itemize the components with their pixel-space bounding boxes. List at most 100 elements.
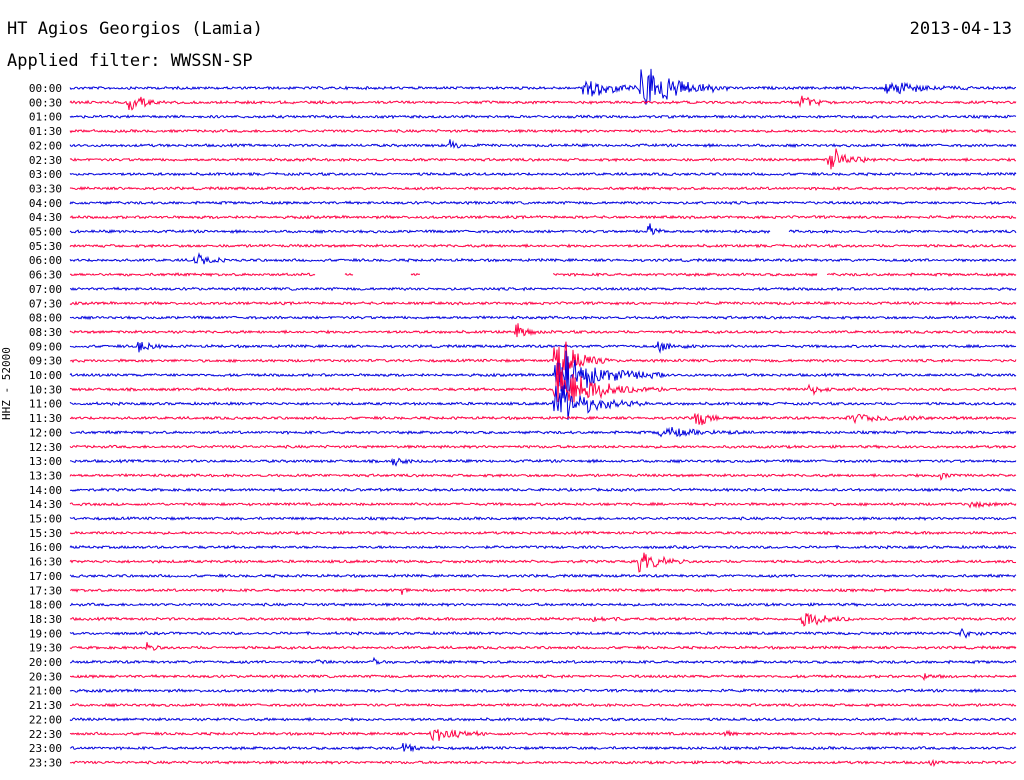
trace-row — [69, 729, 1017, 742]
row-time-label: 19:30 — [29, 642, 62, 655]
trace-row — [69, 341, 1017, 354]
trace-row — [69, 573, 1017, 579]
row-time-label: 18:00 — [29, 599, 62, 612]
trace-row — [69, 702, 1017, 708]
trace-row — [70, 673, 1017, 682]
trace-row — [69, 758, 1017, 768]
trace-row — [69, 200, 1017, 206]
row-time-label: 20:30 — [29, 670, 62, 683]
trace-row — [70, 656, 1017, 666]
trace-row — [69, 341, 1017, 383]
trace-row — [69, 114, 1017, 120]
trace-row — [69, 139, 1017, 149]
row-time-label: 09:00 — [29, 340, 62, 353]
row-time-label: 02:00 — [29, 139, 62, 152]
trace-row — [69, 286, 1017, 292]
trace-row — [69, 171, 1017, 177]
row-time-label: 11:30 — [29, 412, 62, 425]
trace-row — [69, 688, 1017, 694]
row-time-label: 10:00 — [29, 369, 62, 382]
trace-row — [69, 315, 1017, 321]
trace-row — [69, 323, 1017, 338]
trace-row — [69, 500, 1017, 509]
trace-row — [69, 602, 1017, 608]
row-time-label: 20:00 — [29, 656, 62, 669]
trace-row — [69, 252, 1017, 265]
trace-row — [69, 642, 1017, 651]
row-time-label: 01:00 — [29, 111, 62, 124]
row-time-label: 04:30 — [29, 211, 62, 224]
trace-row — [69, 350, 1017, 395]
row-time-label: 14:30 — [29, 498, 62, 511]
trace-row — [69, 128, 1017, 134]
row-time-label: 22:00 — [29, 713, 62, 726]
trace-row — [69, 385, 1017, 420]
row-time-label: 19:00 — [29, 627, 62, 640]
row-time-label: 18:30 — [29, 613, 62, 626]
plot-date: 2013-04-13 — [909, 19, 1012, 39]
row-time-label: 03:30 — [29, 182, 62, 195]
row-time-label: 21:00 — [29, 685, 62, 698]
row-time-label: 09:30 — [29, 355, 62, 368]
trace-row — [69, 412, 1017, 426]
row-time-label: 12:00 — [29, 426, 62, 439]
trace-row — [69, 716, 1017, 722]
row-time-label: 00:00 — [29, 82, 62, 95]
trace-row — [69, 472, 1017, 481]
trace-row — [69, 457, 1017, 467]
seismic-traces — [69, 68, 1017, 768]
trace-row — [69, 515, 1017, 522]
row-time-label: 22:30 — [29, 728, 62, 741]
trace-row — [69, 742, 1017, 753]
trace-row — [69, 530, 1017, 536]
trace-row — [69, 444, 1017, 450]
trace-row — [69, 243, 1017, 249]
trace-row — [69, 300, 1017, 306]
station-title: HT Agios Georgios (Lamia) — [7, 19, 263, 39]
row-time-label: 23:00 — [29, 742, 62, 755]
trace-row — [69, 214, 1017, 220]
row-time-label: 06:30 — [29, 269, 62, 282]
trace-row — [69, 68, 1017, 105]
row-time-label: 00:30 — [29, 96, 62, 109]
row-time-label: 05:00 — [29, 226, 62, 239]
row-time-label: 10:30 — [29, 383, 62, 396]
row-time-label: 07:30 — [29, 297, 62, 310]
trace-row — [69, 362, 1017, 403]
row-time-label: 08:00 — [29, 312, 62, 325]
row-time-label: 01:30 — [29, 125, 62, 138]
trace-row — [69, 487, 1016, 493]
row-time-label: 04:00 — [29, 197, 62, 210]
trace-row — [69, 426, 1017, 438]
row-time-label: 13:00 — [29, 455, 62, 468]
row-time-label: 02:30 — [29, 154, 62, 167]
trace-row — [69, 148, 1016, 170]
trace-row — [69, 612, 1017, 627]
trace-row — [69, 587, 1017, 595]
row-time-label: 16:30 — [29, 556, 62, 569]
trace-row — [69, 627, 1017, 639]
row-time-label: 15:00 — [29, 513, 62, 526]
row-time-label: 12:30 — [29, 441, 62, 454]
row-time-label: 11:00 — [29, 398, 62, 411]
trace-row — [69, 272, 1017, 278]
row-time-label: 15:30 — [29, 527, 62, 540]
row-time-label: 13:30 — [29, 469, 62, 482]
row-time-label: 17:30 — [29, 584, 62, 597]
trace-row — [69, 95, 1017, 111]
filter-label: Applied filter: WWSSN-SP — [7, 51, 253, 71]
row-time-label: 08:30 — [29, 326, 62, 339]
row-time-label: 05:30 — [29, 240, 62, 253]
trace-row — [69, 223, 1017, 236]
row-time-label: 23:30 — [29, 756, 62, 769]
trace-row — [69, 552, 1017, 573]
row-time-label: 17:00 — [29, 570, 62, 583]
row-time-label: 03:00 — [29, 168, 62, 181]
row-time-label: 06:00 — [29, 254, 62, 267]
row-time-label: 07:00 — [29, 283, 62, 296]
row-time-label: 16:00 — [29, 541, 62, 554]
trace-row — [69, 185, 1016, 192]
trace-row — [69, 544, 1017, 550]
